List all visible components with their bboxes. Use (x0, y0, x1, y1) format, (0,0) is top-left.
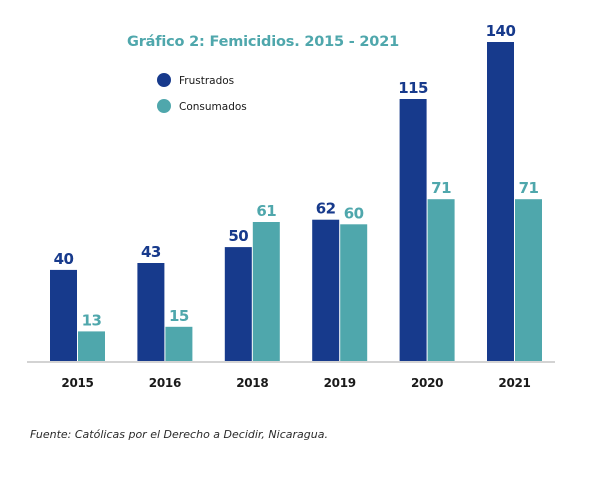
source-note: Fuente: Católicas por el Derecho a Decid… (30, 428, 328, 441)
value-label-consumados-2021: 71 (519, 179, 539, 197)
value-label-consumados-2016: 15 (169, 307, 189, 325)
category-labels-layer: 2015 2016 2018 2019 2020 2021 (61, 376, 531, 390)
value-label-consumados-2019: 60 (344, 204, 364, 222)
category-label-2020: 2020 (411, 376, 443, 390)
bar-frustrados-2018 (224, 247, 252, 361)
value-label-consumados-2018: 61 (256, 202, 276, 220)
value-label-frustrados-2018: 50 (228, 227, 248, 245)
legend-label-consumados: Consumados (179, 101, 247, 113)
bar-consumados-2019 (340, 224, 368, 361)
category-label-2018: 2018 (236, 376, 268, 390)
legend-label-frustrados: Frustrados (179, 75, 234, 87)
bar-frustrados-2016 (137, 263, 165, 361)
value-labels-layer: 40 13 43 15 50 61 62 60 115 71 140 71 (54, 22, 539, 329)
bar-consumados-2016 (165, 326, 193, 361)
value-label-frustrados-2020: 115 (398, 79, 428, 97)
value-label-consumados-2015: 13 (82, 311, 102, 329)
bar-consumados-2021 (515, 199, 542, 361)
value-label-consumados-2020: 71 (431, 179, 451, 197)
legend-marker-consumados (157, 99, 171, 113)
bar-frustrados-2020 (399, 99, 427, 361)
bar-frustrados-2019 (312, 219, 340, 361)
category-label-2021: 2021 (498, 376, 530, 390)
value-label-frustrados-2019: 62 (316, 200, 336, 218)
bar-consumados-2020 (427, 199, 455, 361)
legend: Frustrados Consumados (157, 73, 247, 113)
bar-consumados-2015 (78, 331, 105, 361)
bar-frustrados-2021 (487, 42, 514, 361)
category-label-2015: 2015 (61, 376, 93, 390)
bars-layer (50, 42, 542, 361)
category-label-2016: 2016 (149, 376, 181, 390)
category-label-2019: 2019 (324, 376, 356, 390)
value-label-frustrados-2021: 140 (486, 22, 516, 40)
bar-consumados-2018 (252, 222, 280, 361)
value-label-frustrados-2015: 40 (54, 250, 74, 268)
chart-title: Gráfico 2: Femicidios. 2015 - 2021 (127, 34, 399, 50)
value-label-frustrados-2016: 43 (141, 243, 161, 261)
bar-frustrados-2015 (50, 269, 77, 361)
legend-marker-frustrados (157, 73, 171, 87)
